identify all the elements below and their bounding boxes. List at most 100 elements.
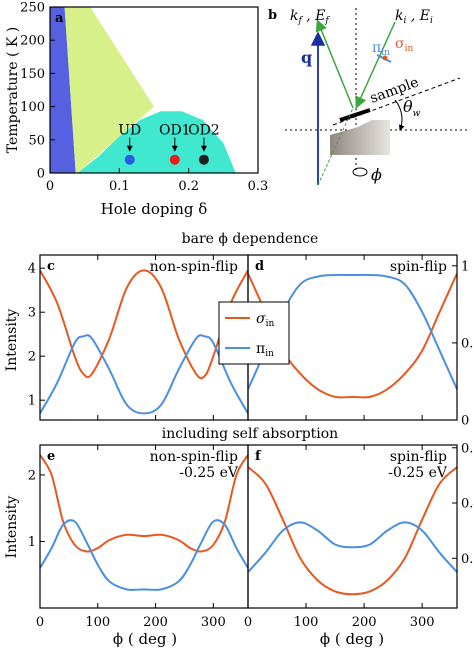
panel_d-label: d [255, 259, 264, 274]
panel_c-series-sigma [39, 269, 249, 380]
ef-text: E [314, 8, 325, 24]
region-blue [50, 7, 76, 173]
panel_e-xtick-label: 300 [201, 615, 226, 630]
panel_c-ytick-label: 4 [28, 262, 36, 277]
panel_f-ytick-label: 0.6 [461, 441, 474, 456]
ei-subscript: i [430, 16, 433, 26]
theta-subscript: w [413, 109, 421, 119]
panel_f-series-sigma [247, 466, 458, 596]
a-ytick-label: 150 [20, 67, 45, 82]
row1-title: bare ϕ dependence [182, 231, 319, 247]
point-label-od1: OD1 [159, 123, 191, 139]
panel_d-ytick-label: 1 [461, 259, 469, 274]
a-ytick-label: 250 [20, 1, 45, 16]
row2-title: including self absorption [162, 426, 338, 442]
panel-b-scattering-geometry: b kf , Ef ki , Ei q πin σin sample θw ϕ [268, 8, 470, 186]
ki-label: ki , Ei [395, 8, 433, 26]
panel_f-xtick-label: 300 [410, 615, 435, 630]
a-xtick-label: 0.3 [248, 179, 269, 194]
phi-rotation-icon [352, 167, 368, 177]
sigma-polarisation-mark [382, 55, 388, 61]
q-label: q [301, 48, 312, 67]
panel_c-ytick-label: 3 [28, 306, 36, 321]
a-ytick-label: 0 [37, 167, 45, 182]
a-ytick-label: 100 [20, 100, 45, 115]
panel_e-title-line: -0.25 eV [179, 465, 239, 481]
panel_f-title-line: -0.25 eV [388, 465, 448, 481]
panel_e-xtick-label: 0 [36, 615, 44, 630]
a-xtick-label: 0 [46, 179, 54, 194]
kf-label: kf , Ef [290, 8, 330, 26]
panel_c-frame [39, 254, 249, 421]
a-xtick-label: 0.1 [109, 179, 130, 194]
a-ytick-label: 50 [28, 133, 45, 148]
point-label-ud: UD [118, 123, 141, 139]
row1-ylabel: Intensity [4, 309, 20, 372]
phi-label: ϕ [371, 165, 382, 184]
panel_e-ytick-label: 1 [28, 535, 36, 550]
region-cyan [77, 111, 236, 173]
kf-arrow [315, 19, 354, 109]
legend-pi-subscript: in [265, 349, 274, 359]
pi-in-label: πin [372, 40, 390, 58]
panel_d-title-line: spin-flip [390, 259, 447, 275]
panel_f-ytick-label: 0.4 [461, 497, 474, 512]
region-yellow [64, 7, 154, 173]
panel-a-ylabel: Temperature ( K ) [5, 27, 21, 153]
panel-b-label: b [268, 8, 277, 23]
panel_f-title-line: spin-flip [390, 449, 447, 465]
panel-a-xlabel: Hole doping δ [101, 200, 208, 218]
panel_e-series-pi [39, 519, 249, 591]
legend-sigma-label: σin [256, 311, 274, 329]
panel-f-chart: 0 100 200 300 0.2 0.4 0.6 f spin-flip-0.25 eV [244, 441, 474, 630]
theta-arc [394, 99, 405, 131]
a-ytick-label: 200 [20, 34, 45, 49]
ki-arrow [355, 21, 396, 109]
panel-a-ticks: 0 0.1 0.2 0.3 0 50 100 150 200 250 [20, 1, 268, 195]
panel_c-ytick-label: 1 [28, 394, 36, 409]
panel_f-xtick-label: 200 [352, 615, 377, 630]
legend: σin πin [218, 301, 290, 365]
sigma-in-label: σin [395, 36, 413, 54]
point-ud [124, 154, 135, 165]
sample-bar [339, 108, 371, 122]
panel_e-xtick-label: 200 [143, 615, 168, 630]
sigma-in-subscript: in [405, 44, 414, 54]
phase-regions [50, 7, 236, 173]
panel_f-xtick-label: 100 [294, 615, 319, 630]
panel-a-label: a [55, 11, 64, 26]
pi-in-subscript: in [381, 48, 390, 58]
panel_f-frame [247, 444, 458, 609]
kf-subscript: f [297, 16, 303, 26]
ei-text: E [419, 8, 430, 24]
panel-f-xlabel: ϕ ( deg ) [320, 630, 384, 648]
green-dashed-line [317, 107, 354, 186]
panel_e-ytick-label: 2 [28, 468, 36, 483]
theta-label: θw [403, 97, 421, 119]
ef-subscript: f [324, 16, 330, 26]
panel-e-xlabel: ϕ ( deg ) [113, 630, 177, 648]
legend-box [218, 301, 290, 365]
panel_f-series-pi [247, 521, 458, 573]
a-xtick-label: 0.2 [178, 179, 199, 194]
panel-c-chart: 1 2 3 4 c non-spin-flip [28, 254, 249, 421]
panel_c-label: c [47, 259, 55, 274]
panel_d-ytick-label: 0.5 [461, 336, 474, 351]
ki-subscript: i [403, 16, 406, 26]
point-label-od2: OD2 [188, 123, 220, 139]
panel_c-title-line: non-spin-flip [150, 259, 238, 275]
point-od2 [198, 154, 209, 165]
panel_f-ytick-label: 0.2 [461, 552, 474, 567]
legend-pi-label: πin [256, 341, 274, 359]
panel_e-label: e [47, 449, 55, 464]
panel_e-title-line: non-spin-flip [150, 449, 238, 465]
point-od1 [169, 154, 180, 165]
panel-a-frame [49, 6, 259, 174]
panel_c-series-pi [39, 334, 249, 415]
sample-block [330, 120, 390, 155]
panel_d-ytick-label: 0 [461, 414, 469, 429]
row2-ylabel: Intensity [4, 496, 20, 559]
